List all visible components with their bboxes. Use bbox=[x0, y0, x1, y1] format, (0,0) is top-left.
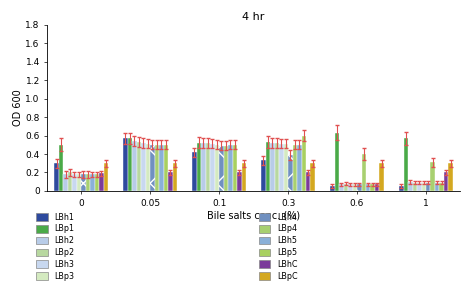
Bar bbox=[339, 184, 344, 191]
Bar bbox=[192, 152, 197, 191]
Bar bbox=[380, 163, 384, 191]
Bar bbox=[399, 186, 403, 191]
Bar bbox=[283, 144, 288, 191]
Bar bbox=[448, 163, 453, 191]
Bar bbox=[439, 183, 444, 191]
Bar bbox=[95, 174, 99, 191]
Bar bbox=[297, 145, 301, 191]
Bar bbox=[435, 183, 439, 191]
Title: 4 hr: 4 hr bbox=[242, 12, 265, 22]
Bar bbox=[242, 163, 246, 191]
Bar bbox=[362, 154, 366, 191]
Bar bbox=[270, 143, 274, 191]
Bar bbox=[344, 184, 348, 191]
Bar bbox=[206, 143, 210, 191]
Bar bbox=[128, 138, 132, 191]
Bar bbox=[137, 142, 141, 191]
Bar bbox=[68, 172, 72, 191]
Bar bbox=[261, 160, 265, 191]
Bar bbox=[99, 173, 104, 191]
Bar bbox=[224, 146, 228, 191]
Bar bbox=[219, 146, 224, 191]
Bar bbox=[132, 141, 137, 191]
Bar bbox=[159, 145, 164, 191]
Bar bbox=[417, 183, 421, 191]
Bar bbox=[335, 133, 339, 191]
Bar bbox=[430, 162, 435, 191]
Bar bbox=[155, 145, 159, 191]
Bar bbox=[173, 163, 177, 191]
Bar bbox=[357, 184, 362, 191]
Bar bbox=[197, 143, 201, 191]
Y-axis label: OD 600: OD 600 bbox=[13, 89, 23, 126]
Bar bbox=[77, 174, 81, 191]
Bar bbox=[210, 144, 215, 191]
Bar bbox=[288, 155, 292, 191]
Bar bbox=[104, 163, 108, 191]
Bar bbox=[150, 145, 155, 191]
Bar bbox=[55, 163, 59, 191]
Bar bbox=[306, 172, 310, 191]
Bar bbox=[72, 174, 77, 191]
Legend: LBh1, LBp1, LBh2, LBp2, LBh3, LBp3: LBh1, LBp1, LBh2, LBp2, LBh3, LBp3 bbox=[33, 209, 77, 284]
Bar bbox=[403, 138, 408, 191]
Bar bbox=[228, 145, 233, 191]
Bar bbox=[201, 143, 206, 191]
Bar bbox=[59, 145, 63, 191]
Bar bbox=[366, 184, 371, 191]
Bar bbox=[292, 145, 297, 191]
Bar bbox=[301, 136, 306, 191]
Bar bbox=[274, 143, 279, 191]
Bar bbox=[330, 186, 335, 191]
Bar bbox=[310, 163, 315, 191]
Bar bbox=[421, 183, 426, 191]
Bar bbox=[63, 174, 68, 191]
X-axis label: Bile salts conc. (%): Bile salts conc. (%) bbox=[207, 210, 300, 221]
Bar bbox=[412, 183, 417, 191]
Bar bbox=[168, 172, 173, 191]
Bar bbox=[141, 143, 146, 191]
Bar bbox=[353, 184, 357, 191]
Bar bbox=[265, 142, 270, 191]
Bar bbox=[81, 174, 86, 191]
Bar bbox=[444, 172, 448, 191]
Bar bbox=[233, 145, 237, 191]
Bar bbox=[375, 184, 380, 191]
Bar bbox=[123, 138, 128, 191]
Bar bbox=[348, 184, 353, 191]
Bar bbox=[86, 174, 90, 191]
Legend: LBh4, LBp4, LBh5, LBp5, LBhC, LBpC: LBh4, LBp4, LBh5, LBp5, LBhC, LBpC bbox=[256, 209, 301, 284]
Bar bbox=[90, 174, 95, 191]
Bar bbox=[279, 144, 283, 191]
Bar bbox=[371, 184, 375, 191]
Bar bbox=[215, 145, 219, 191]
Bar bbox=[237, 172, 242, 191]
Bar bbox=[164, 145, 168, 191]
Bar bbox=[408, 182, 412, 191]
Bar bbox=[426, 183, 430, 191]
Bar bbox=[146, 144, 150, 191]
